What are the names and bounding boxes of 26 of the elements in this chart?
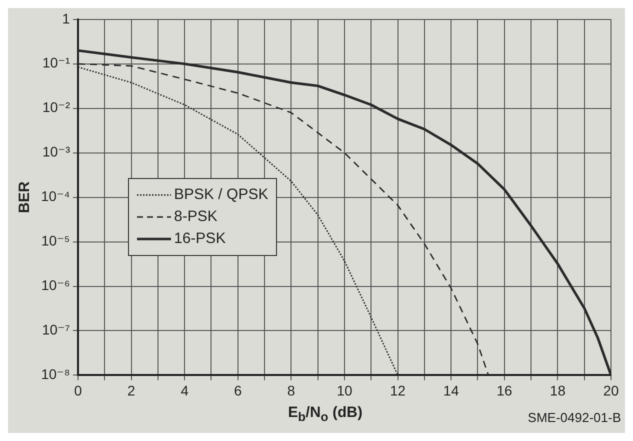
y-tick-label: 10⁻⁷ — [42, 322, 70, 338]
x-tick-label: 4 — [180, 382, 189, 398]
x-axis-title: E$_{b}$/N$_{o}$ (dB) — [288, 404, 362, 424]
x-tick-label: 0 — [74, 382, 82, 398]
y-tick-label: 10⁻⁴ — [40, 188, 70, 204]
y-tick-label: 10⁻² — [42, 99, 70, 116]
text: SME-0492-01-B — [528, 410, 621, 425]
y-tick-label: 10⁻⁸ — [41, 366, 70, 382]
x-tick-label: 20 — [603, 382, 619, 398]
y-tick-label: 10⁻⁶ — [41, 277, 70, 294]
x-tick-label: 18 — [550, 382, 566, 398]
x-tick-label: 14 — [443, 382, 460, 398]
x-tick-label: 8 — [287, 382, 296, 398]
y-axis-title: BER — [16, 181, 34, 214]
legend-label: 16-PSK — [174, 229, 226, 249]
y-tick-label: 1 — [62, 10, 70, 26]
x-tick-label: 16 — [496, 382, 512, 398]
x-tick-label: 2 — [127, 382, 136, 398]
x-tick-label: 12 — [390, 382, 406, 398]
y-tick-label: 10⁻¹ — [42, 54, 70, 71]
legend-label: 8-PSK — [174, 207, 218, 227]
y-tick-label: 10⁻³ — [42, 144, 70, 160]
legend-label: BPSK / QPSK — [174, 185, 268, 205]
x-tick-label: 6 — [234, 382, 242, 398]
x-tick-label: 10 — [336, 382, 352, 398]
y-tick-label: 10⁻⁵ — [41, 232, 70, 249]
